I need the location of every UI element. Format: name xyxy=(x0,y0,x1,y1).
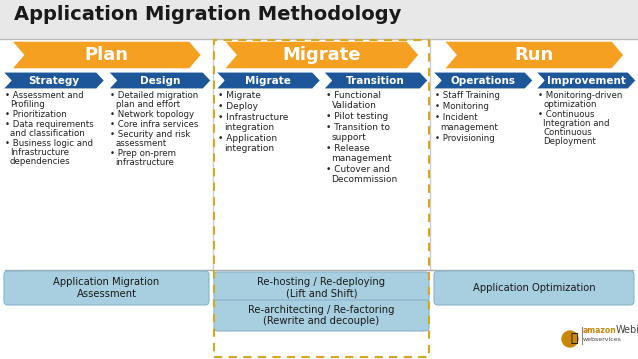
Text: • Prep on-prem: • Prep on-prem xyxy=(110,149,177,158)
Text: 🐾: 🐾 xyxy=(570,332,578,345)
Polygon shape xyxy=(536,72,636,89)
Text: optimization: optimization xyxy=(543,100,597,109)
FancyBboxPatch shape xyxy=(434,271,634,305)
Polygon shape xyxy=(3,72,105,89)
Polygon shape xyxy=(216,72,320,89)
Text: Re-hosting / Re-deploying
(Lift and Shift): Re-hosting / Re-deploying (Lift and Shif… xyxy=(258,277,385,298)
Text: Decommission: Decommission xyxy=(332,175,397,184)
Text: Application Optimization: Application Optimization xyxy=(473,283,595,293)
Text: • Migrate: • Migrate xyxy=(218,91,261,100)
Text: • Network topology: • Network topology xyxy=(110,110,195,119)
Text: • Continuous: • Continuous xyxy=(538,110,595,119)
Text: • Transition to: • Transition to xyxy=(325,123,390,132)
Text: Improvement: Improvement xyxy=(547,75,625,85)
Text: Validation: Validation xyxy=(332,101,376,110)
Polygon shape xyxy=(108,72,211,89)
Text: • Cutover and: • Cutover and xyxy=(325,165,390,174)
Text: integration: integration xyxy=(224,144,274,153)
Text: amazon: amazon xyxy=(583,326,617,335)
Circle shape xyxy=(562,331,578,347)
Text: Continuous: Continuous xyxy=(543,128,592,137)
Text: Design: Design xyxy=(140,75,180,85)
Text: Plan: Plan xyxy=(84,46,128,64)
Text: plan and effort: plan and effort xyxy=(115,100,180,109)
Text: Application Migration
Assessment: Application Migration Assessment xyxy=(54,277,160,299)
Text: • Incident: • Incident xyxy=(435,113,478,122)
Text: • Deploy: • Deploy xyxy=(218,102,258,111)
Text: • Release: • Release xyxy=(325,144,369,153)
FancyBboxPatch shape xyxy=(214,272,429,303)
Text: Deployment: Deployment xyxy=(543,137,596,146)
Polygon shape xyxy=(433,72,533,89)
Text: • Monitoring-driven: • Monitoring-driven xyxy=(538,91,623,100)
Text: • Security and risk: • Security and risk xyxy=(110,130,191,139)
Polygon shape xyxy=(224,41,419,69)
Text: Operations: Operations xyxy=(450,75,516,85)
Text: • Core infra services: • Core infra services xyxy=(110,120,199,129)
Text: • Prioritization: • Prioritization xyxy=(5,110,67,119)
Text: • Data requirements: • Data requirements xyxy=(5,120,94,129)
Text: assessment: assessment xyxy=(115,139,167,148)
FancyBboxPatch shape xyxy=(0,39,638,359)
Text: webservices: webservices xyxy=(583,337,622,342)
Text: Infrastructure: Infrastructure xyxy=(10,148,69,157)
Text: • Detailed migration: • Detailed migration xyxy=(110,91,199,100)
Text: Application Migration Methodology: Application Migration Methodology xyxy=(14,5,401,24)
Text: • Assessment and: • Assessment and xyxy=(5,91,84,100)
Text: infrastructure: infrastructure xyxy=(115,158,174,167)
Text: management: management xyxy=(332,154,392,163)
Polygon shape xyxy=(323,72,428,89)
Text: Transition: Transition xyxy=(346,75,405,85)
Text: Re-architecting / Re-factoring
(Rewrite and decouple): Re-architecting / Re-factoring (Rewrite … xyxy=(248,305,395,326)
Text: Run: Run xyxy=(514,46,554,64)
Text: Profiling: Profiling xyxy=(10,100,45,109)
Text: • Monitoring: • Monitoring xyxy=(435,102,489,111)
Text: • Application: • Application xyxy=(218,134,277,143)
Text: • Functional: • Functional xyxy=(325,91,380,100)
Text: • Infrastructure: • Infrastructure xyxy=(218,113,288,122)
Polygon shape xyxy=(444,41,624,69)
FancyBboxPatch shape xyxy=(0,0,638,39)
Polygon shape xyxy=(11,41,202,69)
Text: support: support xyxy=(332,133,366,142)
Text: Strategy: Strategy xyxy=(28,75,79,85)
Text: • Staff Training: • Staff Training xyxy=(435,91,500,100)
Text: Migrate: Migrate xyxy=(246,75,291,85)
Text: management: management xyxy=(440,123,498,132)
Text: • Pilot testing: • Pilot testing xyxy=(325,112,388,121)
Text: • Provisioning: • Provisioning xyxy=(435,134,494,143)
Text: Integration and: Integration and xyxy=(543,119,609,128)
Text: Webinars: Webinars xyxy=(616,325,638,335)
FancyBboxPatch shape xyxy=(214,300,429,331)
Text: dependencies: dependencies xyxy=(10,157,71,166)
Text: Migrate: Migrate xyxy=(282,46,360,64)
FancyBboxPatch shape xyxy=(4,271,209,305)
Text: • Business logic and: • Business logic and xyxy=(5,139,93,148)
Text: integration: integration xyxy=(224,123,274,132)
Text: and classification: and classification xyxy=(10,129,85,138)
